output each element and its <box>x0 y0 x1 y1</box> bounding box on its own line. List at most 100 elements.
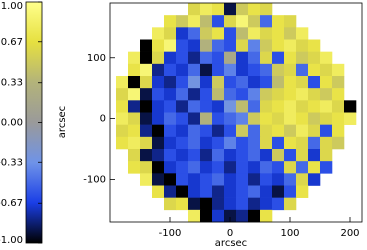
heatmap-cell <box>260 124 273 138</box>
heatmap-cell <box>224 63 237 77</box>
heatmap-cell <box>164 27 177 40</box>
heatmap-cell <box>284 100 297 113</box>
heatmap-cell <box>164 185 177 198</box>
heatmap-cell <box>320 88 333 101</box>
x-tick-label: 100 <box>280 228 299 239</box>
heatmap-cell <box>248 15 261 28</box>
heatmap-cell <box>308 100 321 113</box>
heatmap-cell <box>248 3 261 16</box>
heatmap-cell <box>188 15 201 28</box>
heatmap-cell <box>320 112 333 125</box>
heatmap-cell <box>296 76 309 89</box>
x-tick-label: -100 <box>159 228 182 239</box>
heatmap-cell <box>272 124 285 138</box>
heatmap-cell <box>248 63 261 77</box>
heatmap-cell <box>164 112 177 125</box>
heatmap-cell <box>188 197 201 211</box>
heatmap-cell <box>140 149 153 162</box>
heatmap-cell <box>188 39 201 52</box>
heatmap-cell <box>116 112 129 125</box>
heatmap-cell <box>188 149 201 162</box>
heatmap-cell <box>260 3 273 16</box>
heatmap-cell <box>188 161 201 174</box>
heatmap-cell <box>260 15 273 28</box>
heatmap-cell <box>212 197 225 211</box>
heatmap-cell <box>284 112 297 125</box>
heatmap-cell <box>224 209 237 223</box>
heatmap-cell <box>200 63 213 77</box>
heatmap-cell <box>260 209 273 223</box>
heatmap-cell <box>260 88 273 101</box>
heatmap-cell <box>272 76 285 89</box>
heatmap-cell <box>272 185 285 198</box>
heatmap-cell <box>272 100 285 113</box>
heatmap-cell <box>308 112 321 125</box>
heatmap-cell <box>236 136 249 150</box>
heatmap-cell <box>260 39 273 52</box>
heatmap-cell <box>296 39 309 52</box>
heatmap-cell <box>200 124 213 138</box>
heatmap-cell <box>308 63 321 77</box>
heatmap-cell <box>200 3 213 16</box>
heatmap-cell <box>176 39 189 52</box>
heatmap-cell <box>176 124 189 138</box>
heatmap-cell <box>212 51 225 65</box>
heatmap-cell <box>260 76 273 89</box>
heatmap-cell <box>332 88 345 101</box>
heatmap-cell <box>332 63 345 77</box>
heatmap-cell <box>236 3 249 16</box>
heatmap-cell <box>164 15 177 28</box>
heatmap-cell <box>164 39 177 52</box>
heatmap-cell <box>320 100 333 113</box>
heatmap-cell <box>320 51 333 65</box>
heatmap-cell <box>308 136 321 150</box>
y-tick-label: 100 <box>87 53 106 64</box>
heatmap-cell <box>188 76 201 89</box>
heatmap-cell <box>140 112 153 125</box>
heatmap-cell <box>200 161 213 174</box>
heatmap-cell <box>200 51 213 65</box>
heatmap-cell <box>284 39 297 52</box>
heatmap-cell <box>284 173 297 186</box>
heatmap-cell <box>296 112 309 125</box>
heatmap-cell <box>200 112 213 125</box>
heatmap-cell <box>236 209 249 223</box>
colorbar-tick-label: 0.33 <box>1 78 23 89</box>
heatmap-cell <box>272 88 285 101</box>
heatmap-cell <box>284 136 297 150</box>
heatmap-cell <box>272 149 285 162</box>
heatmap-cell <box>152 27 165 40</box>
heatmap-cell <box>212 15 225 28</box>
heatmap-cell <box>224 27 237 40</box>
heatmap-cell <box>128 112 141 125</box>
colorbar-tick-label: -0.33 <box>0 157 23 168</box>
heatmap-cell <box>284 197 297 211</box>
x-tick-label: 200 <box>340 228 359 239</box>
heatmap-cell <box>320 124 333 138</box>
heatmap-cell <box>128 124 141 138</box>
heatmap-cell <box>260 161 273 174</box>
heatmap-cell <box>308 88 321 101</box>
heatmap-cell <box>224 88 237 101</box>
heatmap-cell <box>272 15 285 28</box>
heatmap-cell <box>188 136 201 150</box>
heatmap-cell <box>248 27 261 40</box>
heatmap-cell <box>164 76 177 89</box>
heatmap-cell <box>284 51 297 65</box>
heatmap-cell <box>296 51 309 65</box>
heatmap-cell <box>224 3 237 16</box>
heatmap-cell <box>152 51 165 65</box>
heatmap-cell <box>248 136 261 150</box>
heatmap-cell <box>248 112 261 125</box>
heatmap-cell <box>212 136 225 150</box>
heatmap-cell <box>164 161 177 174</box>
heatmap-cell <box>332 124 345 138</box>
x-tick-label: 0 <box>227 228 233 239</box>
heatmap-cell <box>164 51 177 65</box>
heatmap-cell <box>140 51 153 65</box>
heatmap-cell <box>260 51 273 65</box>
heatmap-cell <box>176 51 189 65</box>
heatmap-cell <box>284 27 297 40</box>
heatmap-cell <box>176 88 189 101</box>
heatmap-cell <box>152 63 165 77</box>
